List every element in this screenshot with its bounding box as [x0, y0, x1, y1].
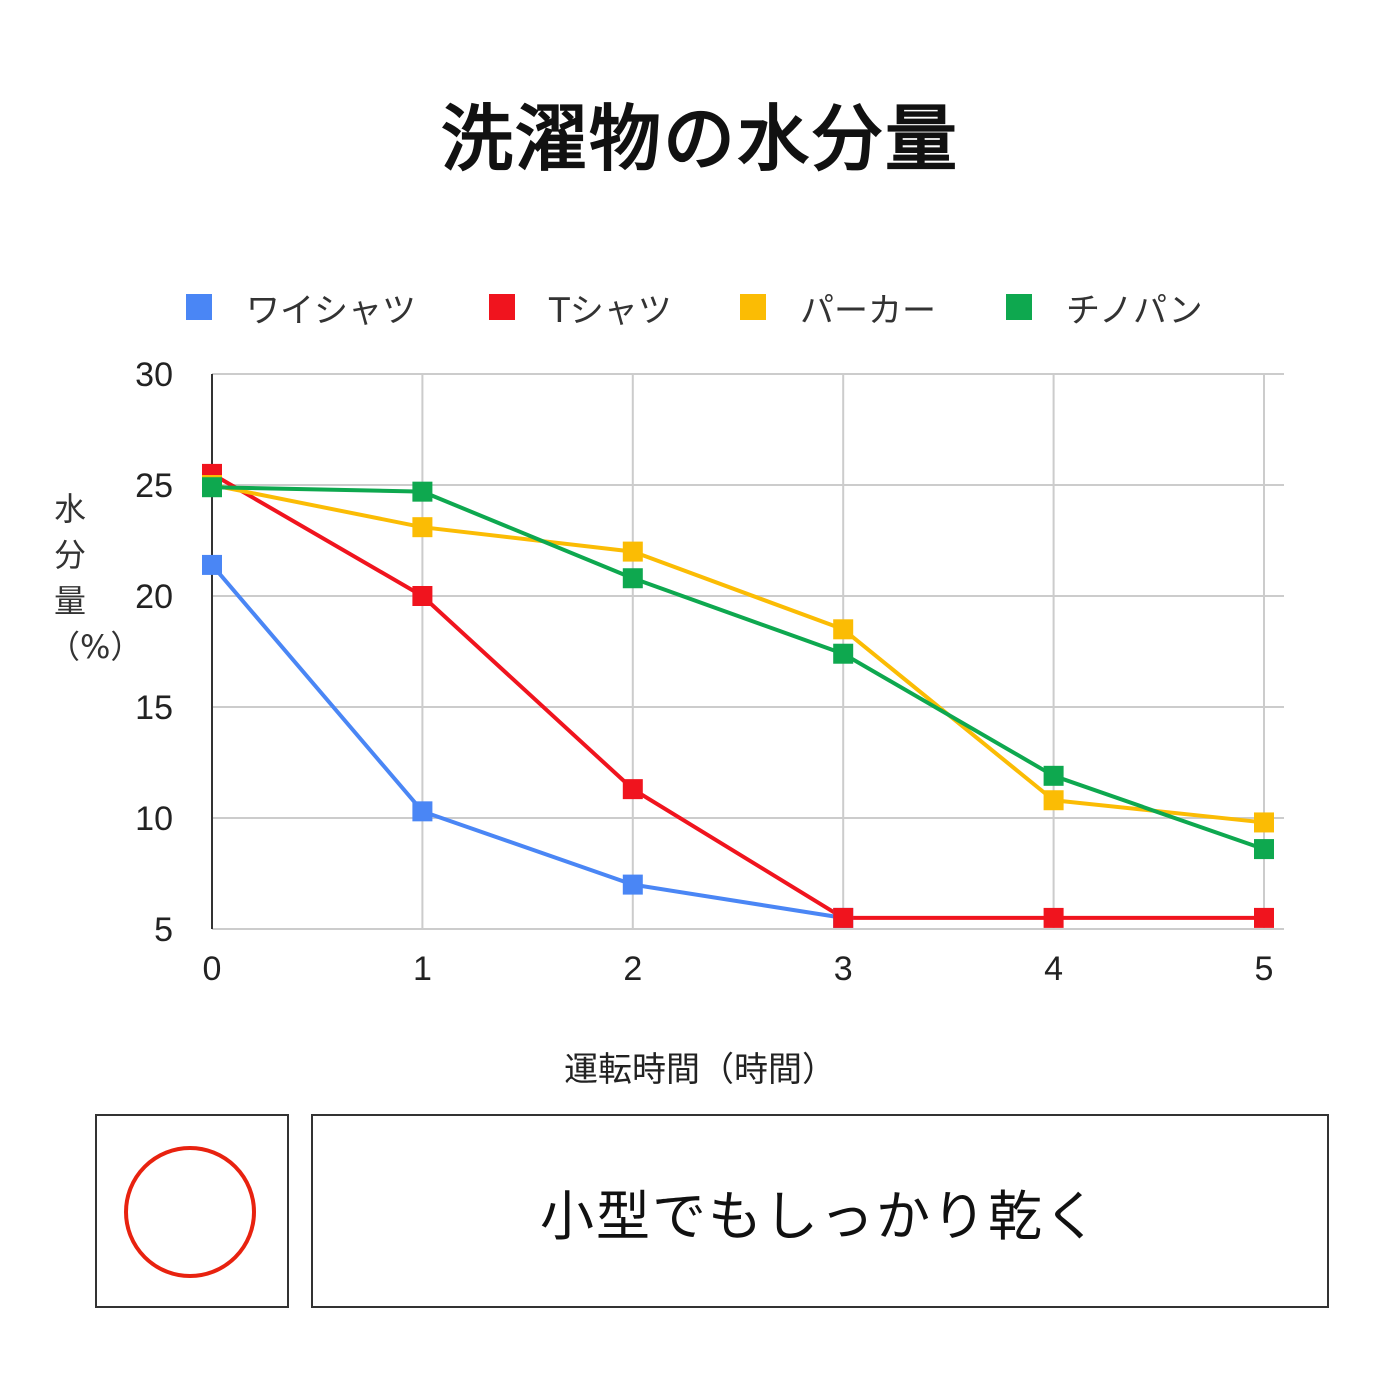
series-0-point-2 — [622, 874, 643, 895]
x-tick-label-3: 3 — [834, 950, 853, 988]
y-tick-label-30: 30 — [135, 356, 173, 394]
series-2-point-2 — [622, 541, 643, 562]
legend: ワイシャツ Tシャツ パーカー チノパン — [0, 282, 1400, 332]
legend-swatch-2 — [740, 294, 766, 320]
legend-label-3: チノパン — [1066, 290, 1203, 331]
x-axis-label: 運転時間（時間） — [564, 1050, 836, 1090]
y-tick-label-10: 10 — [135, 800, 173, 838]
series-1-point-2 — [622, 779, 643, 800]
y-tick-label-20: 20 — [135, 578, 173, 616]
y-tick-label-5: 5 — [154, 911, 173, 949]
legend-item-1: Tシャツ — [489, 282, 672, 332]
series-2-point-1 — [412, 517, 433, 538]
series-1-point-5 — [1254, 907, 1274, 928]
legend-item-0: ワイシャツ — [186, 282, 416, 332]
feature-text-box: 小型でもしっかり乾く — [311, 1114, 1329, 1308]
x-tick-label-0: 0 — [203, 950, 222, 988]
series-3-point-0 — [202, 477, 222, 498]
x-tick-label-5: 5 — [1255, 950, 1274, 988]
legend-swatch-1 — [489, 294, 515, 320]
series-3-point-1 — [412, 481, 433, 502]
y-tick-label-15: 15 — [135, 689, 173, 727]
x-tick-label-4: 4 — [1044, 950, 1063, 988]
legend-label-0: ワイシャツ — [246, 290, 416, 331]
chart-title: 洗濯物の水分量 — [440, 97, 959, 181]
series-line-3 — [211, 485, 1265, 851]
series-3-point-5 — [1254, 839, 1274, 860]
legend-swatch-3 — [1006, 294, 1032, 320]
series-line-2 — [211, 483, 1265, 825]
series-3-point-4 — [1043, 765, 1064, 786]
series-lines — [210, 472, 1265, 920]
evaluation-mark-box — [95, 1114, 289, 1308]
series-3-point-3 — [833, 643, 854, 664]
series-3-point-2 — [622, 568, 643, 589]
line-chart: 5 10 15 20 25 30 0 1 2 3 4 5 — [135, 356, 1284, 988]
y-tick-label-25: 25 — [135, 467, 173, 505]
legend-label-1: Tシャツ — [549, 290, 672, 331]
series-2-point-3 — [833, 619, 854, 640]
series-1-point-1 — [412, 586, 433, 606]
series-1-point-3 — [833, 907, 854, 928]
series-1-point-4 — [1043, 907, 1064, 928]
legend-item-2: パーカー — [740, 282, 936, 332]
legend-item-3: チノパン — [1006, 282, 1203, 332]
series-line-0 — [210, 563, 844, 920]
feature-text: 小型でもしっかり乾く — [540, 1184, 1100, 1248]
series-0-point-0 — [202, 554, 222, 575]
series-markers — [202, 463, 1274, 928]
series-2-point-4 — [1043, 790, 1064, 811]
x-tick-label-2: 2 — [623, 950, 642, 988]
legend-label-2: パーカー — [800, 290, 936, 331]
series-0-point-1 — [412, 801, 433, 822]
x-tick-label-1: 1 — [413, 950, 432, 988]
grid — [212, 373, 1284, 930]
legend-swatch-0 — [186, 294, 212, 320]
series-line-1 — [210, 472, 1264, 920]
circle-mark-icon — [124, 1146, 256, 1278]
series-2-point-5 — [1254, 812, 1274, 833]
